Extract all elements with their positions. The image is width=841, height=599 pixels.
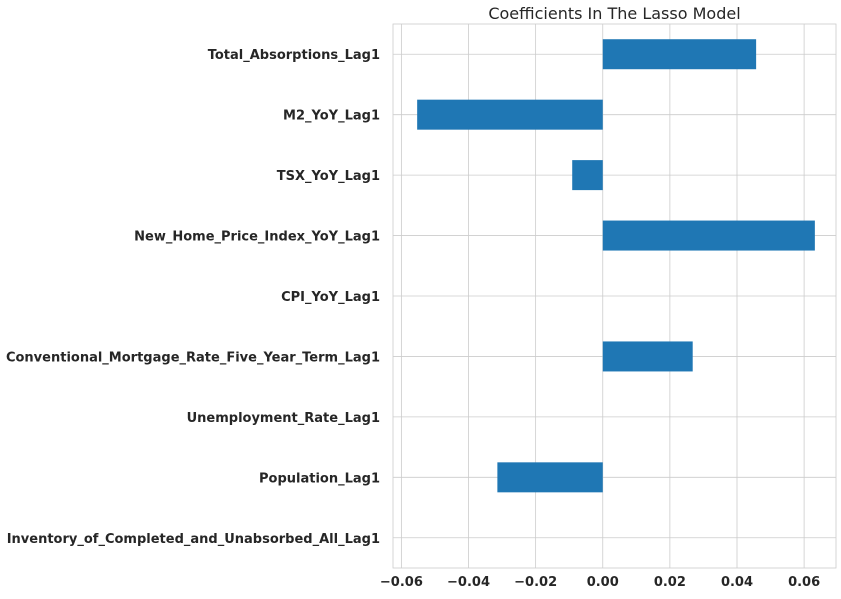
bar-new-home-price-index-yoy-lag1 — [602, 220, 815, 251]
category-label: Unemployment_Rate_Lag1 — [187, 411, 380, 426]
bar-tsx-yoy-lag1 — [572, 160, 603, 191]
x-tick-label: 0.06 — [788, 575, 820, 590]
category-label: Conventional_Mortgage_Rate_Five_Year_Ter… — [6, 350, 380, 365]
category-label: M2_YoY_Lag1 — [283, 109, 380, 124]
bar-conventional-mortgage-rate-five-year-term-lag1 — [602, 341, 693, 372]
x-tick-label: −0.04 — [447, 575, 490, 590]
bar-population-lag1 — [497, 462, 603, 493]
plot-area-frame — [392, 23, 837, 569]
category-label: Inventory_of_Completed_and_Unabsorbed_Al… — [7, 532, 380, 547]
category-label: CPI_YoY_Lag1 — [281, 290, 380, 305]
x-tick-label: 0.00 — [587, 575, 619, 590]
bar-m2-yoy-lag1 — [417, 99, 603, 130]
category-label: TSX_YoY_Lag1 — [277, 169, 380, 184]
bar-total-absorptions-lag1 — [602, 39, 757, 70]
category-label: New_Home_Price_Index_YoY_Lag1 — [134, 230, 380, 245]
x-tick-label: −0.06 — [380, 575, 423, 590]
chart-title: Coefficients In The Lasso Model — [488, 4, 740, 23]
x-tick-label: 0.02 — [654, 575, 686, 590]
category-label: Population_Lag1 — [259, 471, 380, 486]
category-label: Total_Absorptions_Lag1 — [208, 48, 380, 63]
x-tick-label: 0.04 — [721, 575, 753, 590]
x-tick-label: −0.02 — [514, 575, 557, 590]
x-tick-labels: −0.06 −0.04 −0.02 0.00 0.02 0.04 0.06 — [380, 575, 820, 590]
bar-layer — [417, 39, 815, 493]
category-labels: Total_Absorptions_Lag1 M2_YoY_Lag1 TSX_YoY… — [6, 48, 380, 547]
